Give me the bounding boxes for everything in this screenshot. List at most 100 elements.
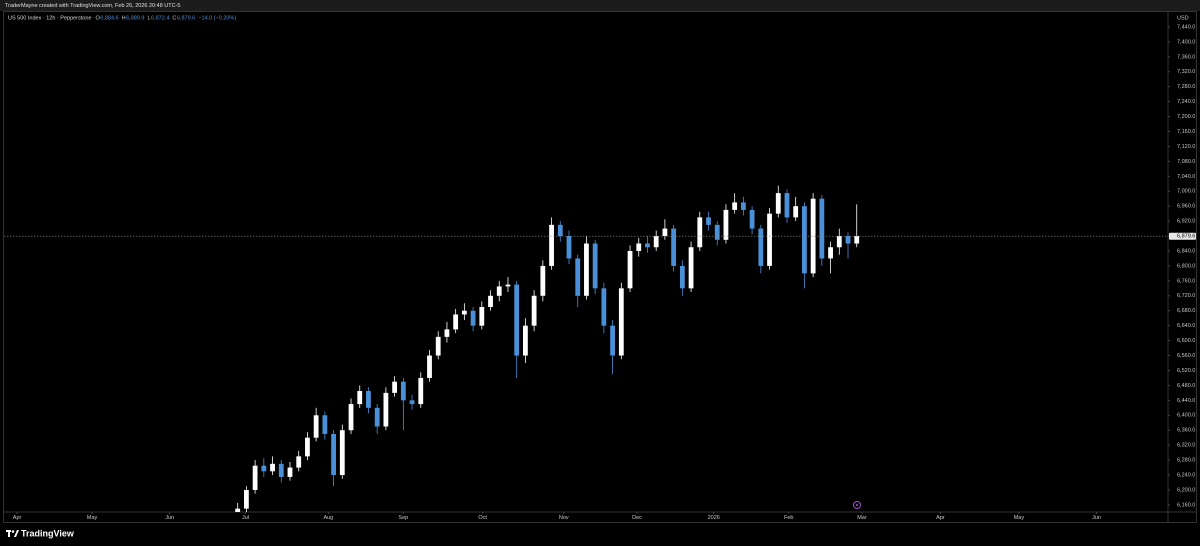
candle-body [444,329,450,337]
x-tick-label: Jun [1092,515,1101,521]
header-text: TraderMayne created with TradingView.com… [5,3,180,9]
y-tick-label: 6,360.0 [1177,428,1195,434]
x-tick-label: Dec [632,515,642,521]
x-tick-label: Apr [13,515,22,521]
candle-body [523,325,528,356]
y-tick-label: 6,280.0 [1177,458,1195,464]
candle-body [845,236,851,244]
legend-field-label: O [95,15,100,21]
y-tick-label: 6,400.0 [1177,413,1195,419]
candle-body [366,391,371,408]
candle-body [775,193,781,214]
plot [4,185,1168,512]
candle-body [235,508,241,512]
y-tick-label: 7,200.0 [1177,114,1195,120]
legend-field-value: 6,889.9 [126,15,144,21]
candle-body [671,228,677,266]
candle-body [758,228,764,266]
candle-body [549,224,554,266]
candle-body [584,243,589,296]
y-tick-label: 6,680.0 [1177,308,1195,314]
candle-body [409,400,415,405]
x-tick-label: Sep [398,515,408,521]
candle-body [313,415,319,438]
brand-logo [6,530,19,537]
x-tick-label: Jun [165,515,174,521]
y-tick-label: 6,920.0 [1177,219,1195,225]
last-price-box [1169,232,1196,240]
candle-body [566,236,572,259]
y-tick-label: 7,240.0 [1177,99,1195,105]
y-tick-label: 6,520.0 [1177,368,1195,374]
candle-body [767,213,772,266]
candle-body [645,243,650,248]
x-tick-label: Aug [323,515,333,521]
candle-body [802,206,807,274]
frame [3,11,1197,523]
candle-body [383,392,389,427]
candle-body [836,236,842,248]
last-price-label: 6,879.6 [1177,234,1195,240]
y-tick-label: 7,360.0 [1177,54,1195,60]
candle-body [270,463,275,472]
candle-body [749,209,755,229]
legend: US 500 Index · 12h · Pepperstone O 6,884.… [8,15,236,21]
y-tick-label: 6,800.0 [1177,263,1195,269]
candle-body [392,381,398,393]
legend-field-value: 6,872.4 [151,15,169,21]
candle-body [488,295,493,307]
candle-body [723,209,729,240]
y-tick-label: 7,120.0 [1177,144,1195,150]
candle-body [740,202,746,210]
candle-body [339,430,345,476]
y-tick-label: 6,200.0 [1177,487,1195,493]
candle-body [819,198,825,259]
candle-body [540,265,546,296]
candle-body [400,381,406,401]
candle-body [828,247,833,259]
y-tick-label: 7,000.0 [1177,189,1195,195]
x-tick-label: Mar [857,515,867,521]
candle-body [418,377,424,405]
candle-body [854,236,860,244]
candle-body [331,433,336,476]
y-tick-label: 6,160.0 [1177,502,1195,508]
candle-body [278,463,284,477]
y-tick-label: 6,560.0 [1177,353,1195,359]
candle-body [810,198,816,274]
legend-field-label: C [172,15,176,21]
candle-body [679,265,685,289]
legend-field-value: 6,879.6 [177,15,195,21]
candle-body [252,465,258,490]
candle-body [374,407,380,427]
y-tick-label: 6,440.0 [1177,398,1195,404]
y-tick-label: 7,160.0 [1177,129,1195,135]
x-tick-label: Apr [936,515,945,521]
event-marker-dot [856,504,858,506]
candle-body [514,284,520,356]
candle-body [592,243,598,289]
y-tick-label: 6,960.0 [1177,204,1195,210]
y-tick-label: 7,400.0 [1177,39,1195,45]
x-tick-label: Jul [242,515,249,521]
y-tick-label: 6,600.0 [1177,338,1195,344]
y-tick-label: 7,040.0 [1177,174,1195,180]
candle-body [627,250,633,289]
candle-body [575,258,581,296]
y-tick-label: 6,840.0 [1177,248,1195,254]
legend-symbol: US 500 Index · 12h · Pepperstone [8,15,91,21]
candle-body [322,415,328,434]
candle-body [505,284,511,287]
header-bar [0,0,1200,11]
candle-body [496,286,502,296]
candle-body [662,228,668,237]
candle-body [357,391,363,405]
candle-body [461,310,467,315]
x-tick-label: May [1014,515,1025,521]
candle-body [296,456,302,468]
candle-body [427,355,432,378]
candle-body [610,325,615,356]
x-tick-label: May [87,515,98,521]
y-tick-label: 6,480.0 [1177,383,1195,389]
